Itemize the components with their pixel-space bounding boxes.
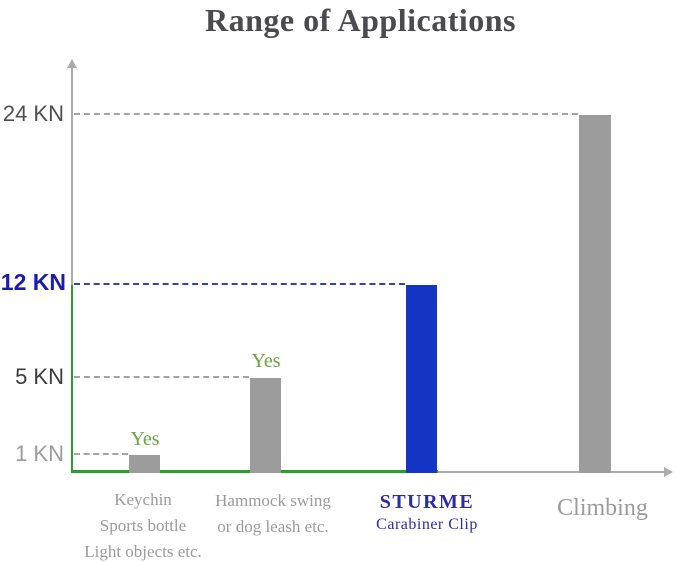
- leader-line-1kn: [74, 453, 128, 455]
- category-line: or dog leash etc.: [217, 517, 329, 536]
- leader-line-24kn: [74, 113, 578, 115]
- category-line: Keychin: [114, 490, 172, 509]
- chart-title: Range of Applications: [205, 2, 516, 38]
- leader-line-12kn: [74, 283, 405, 285]
- y-axis-lower-green-segment: [71, 285, 73, 473]
- leader-line-5kn: [74, 376, 249, 378]
- bar-sturme-highlight: [406, 285, 437, 473]
- category-line: Hammock swing: [215, 491, 331, 510]
- y-tick-24kn: 24 KN: [2, 101, 64, 126]
- yes-annotation-hammock: Yes: [251, 350, 281, 372]
- category-label-hammock: Hammock swing or dog leash etc.: [202, 488, 344, 540]
- bar-climbing: [579, 115, 611, 473]
- y-tick-5kn: 5 KN: [15, 364, 64, 389]
- sturme-brand-label: STURME: [379, 491, 475, 513]
- x-axis-arrow-icon: [664, 467, 673, 477]
- yes-annotation-keychain: Yes: [130, 428, 160, 450]
- category-label-sturme: STURME Carabiner Clip: [356, 491, 498, 537]
- bar-hammock: [250, 378, 281, 473]
- y-tick-1kn: 1 KN: [15, 441, 64, 466]
- y-axis-arrow-icon: [67, 59, 77, 68]
- y-axis-upper-segment: [71, 67, 73, 285]
- category-label-climbing: Climbing: [557, 495, 648, 521]
- category-line: Sports bottle: [99, 516, 187, 535]
- bar-keychain: [129, 455, 160, 473]
- sturme-sub-label: Carabiner Clip: [376, 516, 478, 533]
- category-label-keychain: Keychin Sports bottle Light objects etc.: [72, 487, 214, 562]
- category-line: Light objects etc.: [84, 542, 202, 561]
- y-tick-12kn: 12 KN: [0, 269, 66, 295]
- x-axis-gray-segment: [438, 471, 666, 473]
